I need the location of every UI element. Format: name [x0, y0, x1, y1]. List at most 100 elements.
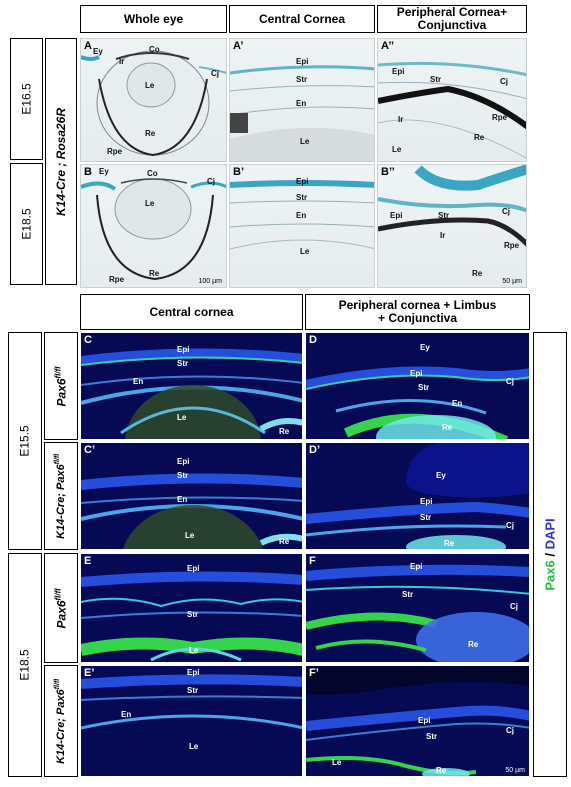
panel-a-prime: A’ Epi Str En Le — [229, 38, 375, 162]
panel-f-prime: F’ Epi Str Cj Le Re 50 µm — [305, 665, 530, 777]
tissue-label-ey: Ey — [420, 343, 430, 352]
panel-label: D — [309, 334, 317, 346]
genotype-label-pax6-flfl-e18: Pax6fl/fl — [44, 553, 78, 663]
tissue-label-rpe: Rpe — [504, 241, 520, 250]
tissue-label-epi: Epi — [392, 67, 405, 76]
panel-b: B Ey Co Cj Le Rpe Re 100 µm — [80, 164, 227, 288]
tissue-label-rpe: Rpe — [109, 275, 125, 284]
panel-label: E — [84, 555, 92, 567]
stain-marker-pax6: Pax6 — [542, 560, 558, 591]
panel-a-double-prime: A’’ Epi Str Cj Ir Rpe Re Le — [377, 38, 527, 162]
panel-a: A Ey Co Cj Ir Le Re Rpe — [80, 38, 227, 162]
genotype-text: K14-Cre; Pax6 — [55, 463, 68, 539]
tissue-label-cj: Cj — [506, 521, 514, 530]
panel-label: F’ — [309, 667, 319, 679]
tissue-label-en: En — [296, 99, 307, 108]
tissue-label-epi: Epi — [187, 564, 200, 573]
panel-e: E Epi Str Le — [80, 553, 303, 663]
stain-counter-dapi: DAPI — [542, 518, 558, 550]
tissue-label-le: Le — [392, 145, 402, 154]
tissue-label-le: Le — [300, 247, 310, 256]
tissue-label-en: En — [177, 495, 188, 504]
tissue-label-cj: Cj — [211, 69, 219, 78]
genotype-label-rosa26r: K14-Cre ; Rosa26R — [45, 38, 77, 285]
tissue-label-co: Co — [149, 45, 160, 54]
tissue-label-epi: Epi — [177, 457, 190, 466]
tissue-label-epi: Epi — [420, 497, 433, 506]
tissue-label-ey: Ey — [436, 471, 446, 480]
row-label-e16-5: E16.5 — [10, 38, 43, 160]
tissue-label-re: Re — [472, 269, 483, 278]
tissue-label-str: Str — [296, 75, 308, 84]
tissue-label-en: En — [133, 377, 144, 386]
genotype-label-k14-pax6: K14-Cre; Pax6fl/fl — [44, 442, 78, 550]
scale-bar-label: 50 µm — [505, 767, 525, 774]
tissue-label-re: Re — [436, 766, 447, 775]
panel-b-double-prime: B’’ Cj Epi Str Ir Rpe Re 50 µm — [377, 164, 527, 288]
col-header-whole-eye: Whole eye — [80, 5, 227, 33]
row-label-e18-5: E18.5 — [10, 163, 43, 285]
tissue-label-epi: Epi — [410, 369, 423, 378]
tissue-label-re: Re — [279, 427, 290, 436]
tissue-label-cj: Cj — [506, 377, 514, 386]
tissue-label-str: Str — [418, 383, 430, 392]
peripheral-cornea-drawing — [378, 61, 526, 159]
panel-label: A — [84, 40, 92, 52]
eye-section-drawing — [81, 178, 226, 281]
genotype-text: Pax6 — [54, 377, 69, 407]
tissue-label-le: Le — [145, 199, 155, 208]
central-cornea-drawing — [230, 65, 374, 161]
panel-d-prime: D’ Ey Epi Str Cj Re — [305, 442, 530, 550]
tissue-label-re: Re — [468, 640, 479, 649]
tissue-label-le: Le — [300, 137, 310, 146]
tissue-label-str: Str — [402, 590, 414, 599]
panel-b-prime: B’ Epi Str En Le — [229, 164, 375, 288]
stage-label-e18-5: E18.5 — [8, 553, 42, 777]
tissue-label-str: Str — [187, 686, 199, 695]
central-cornea-drawing — [230, 180, 374, 250]
tissue-label-rpe: Rpe — [492, 113, 508, 122]
tissue-label-ey: Ey — [99, 167, 109, 176]
fluorescence-image — [81, 333, 302, 439]
scale-bar-label: 100 µm — [198, 278, 223, 285]
tissue-label-ir: Ir — [440, 231, 446, 240]
genotype-label-k14-pax6-e18: K14-Cre; Pax6fl/fl — [44, 665, 78, 777]
panel-label: A’ — [233, 40, 244, 52]
tissue-label-epi: Epi — [410, 562, 423, 571]
tissue-label-ey: Ey — [93, 47, 103, 56]
stain-separator: / — [542, 549, 558, 561]
tissue-label-le: Le — [177, 413, 187, 422]
panel-c: C Epi Str En Le Re — [80, 332, 303, 440]
panel-e-prime: E’ Epi Str En Le — [80, 665, 303, 777]
tissue-label-str: Str — [187, 610, 199, 619]
col-header-central-cornea-fl: Central cornea — [80, 294, 303, 330]
panel-label: B’ — [233, 166, 244, 178]
tissue-label-str: Str — [177, 359, 189, 368]
tissue-label-epi: Epi — [187, 668, 200, 677]
tissue-label-str: Str — [420, 513, 432, 522]
tissue-label-str: Str — [430, 75, 442, 84]
panel-label: C — [84, 334, 92, 346]
tissue-label-co: Co — [147, 169, 158, 178]
tissue-label-le: Le — [189, 742, 199, 751]
panel-d: D Ey Epi Str Cj En Re — [305, 332, 530, 440]
panel-label: E’ — [84, 667, 95, 679]
panel-label: D’ — [309, 444, 320, 456]
tissue-label-en: En — [121, 710, 132, 719]
genotype-text: K14-Cre; Pax6 — [55, 688, 68, 764]
genotype-text: Pax6 — [54, 599, 69, 629]
tissue-label-re: Re — [444, 539, 455, 548]
tissue-label-cj: Cj — [500, 77, 508, 86]
tissue-label-en: En — [452, 399, 463, 408]
genotype-superscript: fl/fl — [54, 453, 62, 464]
tissue-label-ir: Ir — [119, 57, 125, 66]
panel-f: F Epi Str Cj Re — [305, 553, 530, 663]
genotype-label-pax6-flfl: Pax6fl/fl — [44, 332, 78, 440]
panel-label: B — [84, 166, 92, 178]
tissue-label-str: Str — [438, 211, 450, 220]
tissue-label-re: Re — [474, 133, 485, 142]
fluorescence-image — [306, 333, 529, 439]
col-header-peripheral-limbus: Peripheral cornea + Limbus + Conjunctiva — [305, 294, 530, 330]
tissue-label-str: Str — [426, 732, 438, 741]
fluorescence-image — [81, 443, 302, 549]
